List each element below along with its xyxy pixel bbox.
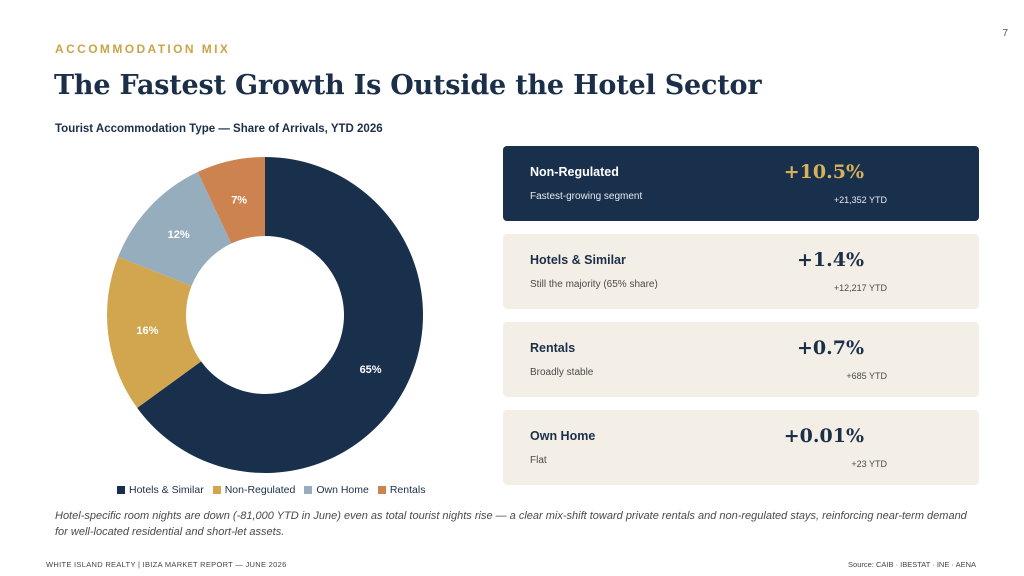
card-growth: +0.01% — [783, 425, 864, 447]
card-description: Flat — [530, 455, 547, 466]
card-growth: +1.4% — [796, 249, 864, 271]
page-number: 7 — [1002, 28, 1008, 39]
page-title: The Fastest Growth Is Outside the Hotel … — [54, 70, 762, 101]
legend-item-non-regulated: Non-Regulated — [212, 484, 296, 496]
section-eyebrow: ACCOMMODATION MIX — [55, 42, 231, 56]
card-name: Own Home — [530, 429, 596, 443]
card-rentals: Rentals Broadly stable +0.7% +685 YTD — [503, 322, 979, 397]
slice-rentals — [197, 157, 265, 244]
legend-label: Non-Regulated — [224, 484, 296, 496]
legend-label: Rentals — [389, 484, 426, 496]
chart-legend: Hotels & Similar Non-Regulated Own Home … — [117, 484, 425, 496]
donut-chart: 65% 16% 12% 7% — [107, 157, 424, 473]
slice-own-home — [118, 172, 232, 286]
legend-item-rentals: Rentals — [377, 484, 426, 496]
legend-label: Own Home — [316, 484, 369, 496]
footer-source: Source: CAIB · IBESTAT · INE · AENA — [848, 560, 976, 569]
slice-label: 16% — [136, 325, 158, 337]
legend-item-own-home: Own Home — [304, 484, 369, 496]
legend-swatch — [377, 486, 386, 494]
card-description: Still the majority (65% share) — [530, 279, 658, 290]
slice-label: 12% — [168, 229, 190, 241]
card-hotels: Hotels & Similar Still the majority (65%… — [503, 234, 979, 309]
card-description: Fastest-growing segment — [530, 191, 643, 202]
card-description: Broadly stable — [530, 367, 594, 378]
footer-brand: WHITE ISLAND REALTY | IBIZA MARKET REPOR… — [46, 560, 287, 569]
footnote: Hotel-specific room nights are down (-81… — [55, 510, 967, 538]
card-ytd: +12,217 YTD — [833, 283, 887, 293]
legend-swatch — [304, 486, 313, 494]
slice-label: 65% — [360, 364, 382, 376]
legend-swatch — [212, 486, 221, 494]
chart-title: Tourist Accommodation Type — Share of Ar… — [55, 123, 383, 135]
legend-item-hotels: Hotels & Similar — [117, 484, 204, 496]
card-name: Hotels & Similar — [530, 253, 626, 267]
card-own-home: Own Home Flat +0.01% +23 YTD — [503, 410, 979, 485]
card-non-regulated: Non-Regulated Fastest-growing segment +1… — [503, 146, 979, 221]
legend-label: Hotels & Similar — [129, 484, 204, 496]
card-ytd: +23 YTD — [851, 459, 887, 469]
card-ytd: +21,352 YTD — [833, 195, 887, 205]
card-growth: +0.7% — [796, 337, 864, 359]
card-ytd: +685 YTD — [846, 371, 887, 381]
segment-cards: Non-Regulated Fastest-growing segment +1… — [503, 146, 979, 498]
legend-swatch — [117, 486, 125, 494]
card-name: Rentals — [530, 341, 576, 355]
slice-non-regulated — [107, 256, 202, 408]
slice-hotels — [137, 157, 424, 473]
card-growth: +10.5% — [783, 161, 864, 183]
slice-label: 7% — [231, 194, 247, 206]
card-name: Non-Regulated — [530, 165, 619, 179]
